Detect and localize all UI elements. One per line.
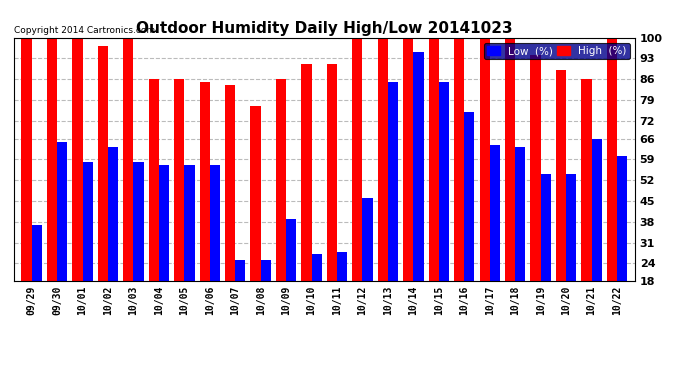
Bar	[353, 38, 362, 335]
Bar	[148, 79, 159, 335]
Bar	[21, 38, 32, 335]
Legend: Low  (%), High  (%): Low (%), High (%)	[484, 43, 629, 59]
Bar	[210, 165, 220, 335]
Bar	[515, 147, 525, 335]
Bar	[225, 85, 235, 335]
Bar	[439, 82, 449, 335]
Bar	[362, 198, 373, 335]
Bar	[327, 64, 337, 335]
Bar	[531, 56, 541, 335]
Bar	[464, 112, 475, 335]
Bar	[32, 225, 42, 335]
Bar	[388, 82, 398, 335]
Bar	[490, 144, 500, 335]
Bar	[72, 38, 83, 335]
Bar	[124, 38, 133, 335]
Bar	[312, 255, 322, 335]
Bar	[566, 174, 576, 335]
Bar	[286, 219, 296, 335]
Bar	[174, 79, 184, 335]
Bar	[403, 38, 413, 335]
Bar	[454, 38, 464, 335]
Bar	[582, 79, 591, 335]
Bar	[199, 82, 210, 335]
Bar	[276, 79, 286, 335]
Bar	[133, 162, 144, 335]
Bar	[591, 139, 602, 335]
Bar	[250, 106, 261, 335]
Bar	[607, 38, 617, 335]
Bar	[184, 165, 195, 335]
Bar	[98, 46, 108, 335]
Text: Copyright 2014 Cartronics.com: Copyright 2014 Cartronics.com	[14, 26, 155, 35]
Bar	[47, 38, 57, 335]
Bar	[541, 174, 551, 335]
Bar	[108, 147, 118, 335]
Bar	[57, 141, 67, 335]
Bar	[235, 261, 246, 335]
Bar	[159, 165, 169, 335]
Bar	[413, 53, 424, 335]
Bar	[83, 162, 92, 335]
Bar	[377, 38, 388, 335]
Bar	[480, 38, 490, 335]
Title: Outdoor Humidity Daily High/Low 20141023: Outdoor Humidity Daily High/Low 20141023	[136, 21, 513, 36]
Bar	[261, 261, 271, 335]
Bar	[556, 70, 566, 335]
Bar	[617, 156, 627, 335]
Bar	[302, 64, 312, 335]
Bar	[428, 38, 439, 335]
Bar	[337, 252, 347, 335]
Bar	[505, 38, 515, 335]
